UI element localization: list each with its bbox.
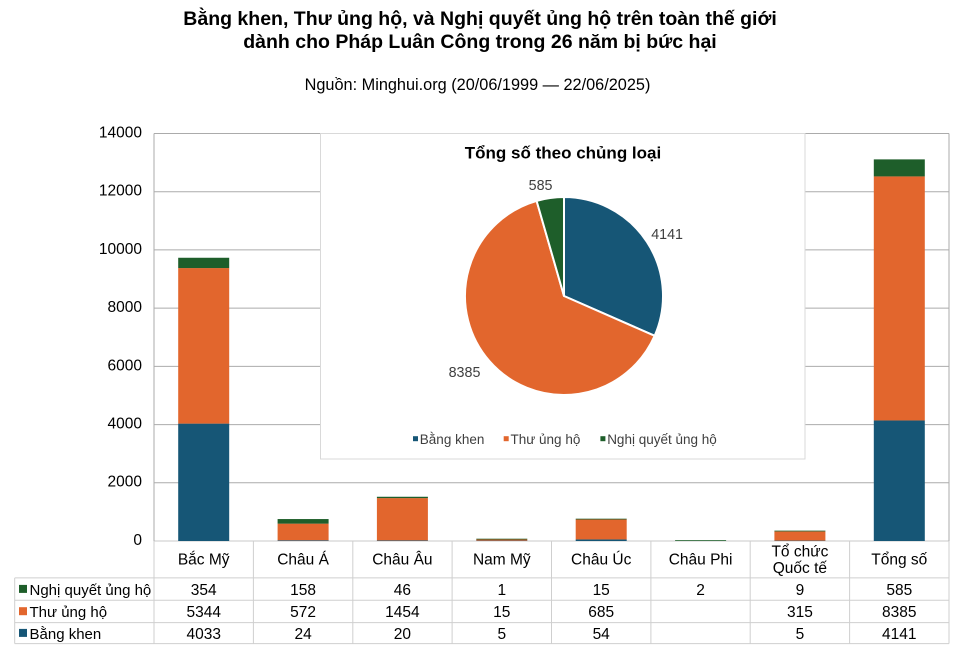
svg-text:Thư ủng hộ: Thư ủng hộ — [511, 432, 581, 447]
svg-text:Châu Phi: Châu Phi — [669, 551, 733, 568]
svg-text:Bằng khen: Bằng khen — [30, 626, 102, 643]
svg-text:5: 5 — [796, 626, 805, 643]
svg-text:685: 685 — [588, 604, 614, 621]
svg-text:Tổ chức: Tổ chức — [771, 543, 828, 560]
svg-text:6000: 6000 — [108, 357, 143, 374]
svg-text:4141: 4141 — [651, 227, 683, 243]
svg-text:2: 2 — [696, 582, 705, 599]
svg-text:0: 0 — [133, 532, 142, 549]
svg-text:8385: 8385 — [882, 604, 916, 621]
svg-text:15: 15 — [493, 604, 510, 621]
svg-text:4000: 4000 — [108, 416, 143, 433]
svg-text:5: 5 — [497, 626, 506, 643]
svg-text:15: 15 — [593, 582, 610, 599]
svg-text:1: 1 — [497, 582, 506, 599]
svg-text:315: 315 — [787, 604, 813, 621]
svg-text:Tổng số theo chủng loại: Tổng số theo chủng loại — [465, 144, 661, 163]
svg-text:572: 572 — [290, 604, 316, 621]
svg-text:Châu Âu: Châu Âu — [372, 551, 432, 568]
svg-text:9: 9 — [796, 582, 805, 599]
svg-text:Nghị quyết ủng hộ: Nghị quyết ủng hộ — [607, 432, 717, 447]
svg-text:1454: 1454 — [385, 604, 420, 621]
svg-text:8000: 8000 — [108, 299, 143, 316]
svg-text:158: 158 — [290, 582, 316, 599]
svg-text:14000: 14000 — [99, 124, 142, 141]
svg-text:Tổng số: Tổng số — [871, 551, 927, 568]
svg-text:46: 46 — [394, 582, 411, 599]
svg-text:Bằng khen: Bằng khen — [420, 432, 485, 447]
svg-text:12000: 12000 — [99, 183, 142, 200]
svg-text:Châu Úc: Châu Úc — [571, 551, 632, 568]
svg-text:354: 354 — [191, 582, 217, 599]
svg-text:2000: 2000 — [108, 474, 143, 491]
svg-text:4033: 4033 — [186, 626, 220, 643]
svg-text:20: 20 — [394, 626, 412, 643]
svg-text:585: 585 — [886, 582, 912, 599]
svg-text:10000: 10000 — [99, 241, 142, 258]
svg-text:5344: 5344 — [186, 604, 221, 621]
svg-text:Nghị quyết ủng hộ: Nghị quyết ủng hộ — [30, 582, 152, 599]
svg-text:Bắc Mỹ: Bắc Mỹ — [178, 551, 230, 568]
svg-text:Nam Mỹ: Nam Mỹ — [473, 551, 531, 568]
svg-text:585: 585 — [529, 178, 553, 194]
svg-text:4141: 4141 — [882, 626, 916, 643]
svg-text:Châu Á: Châu Á — [277, 551, 329, 568]
svg-text:Thư ủng hộ: Thư ủng hộ — [30, 604, 108, 621]
svg-text:54: 54 — [593, 626, 611, 643]
svg-text:Quốc tế: Quốc tế — [773, 560, 828, 577]
svg-text:8385: 8385 — [449, 365, 481, 381]
svg-text:24: 24 — [294, 626, 312, 643]
